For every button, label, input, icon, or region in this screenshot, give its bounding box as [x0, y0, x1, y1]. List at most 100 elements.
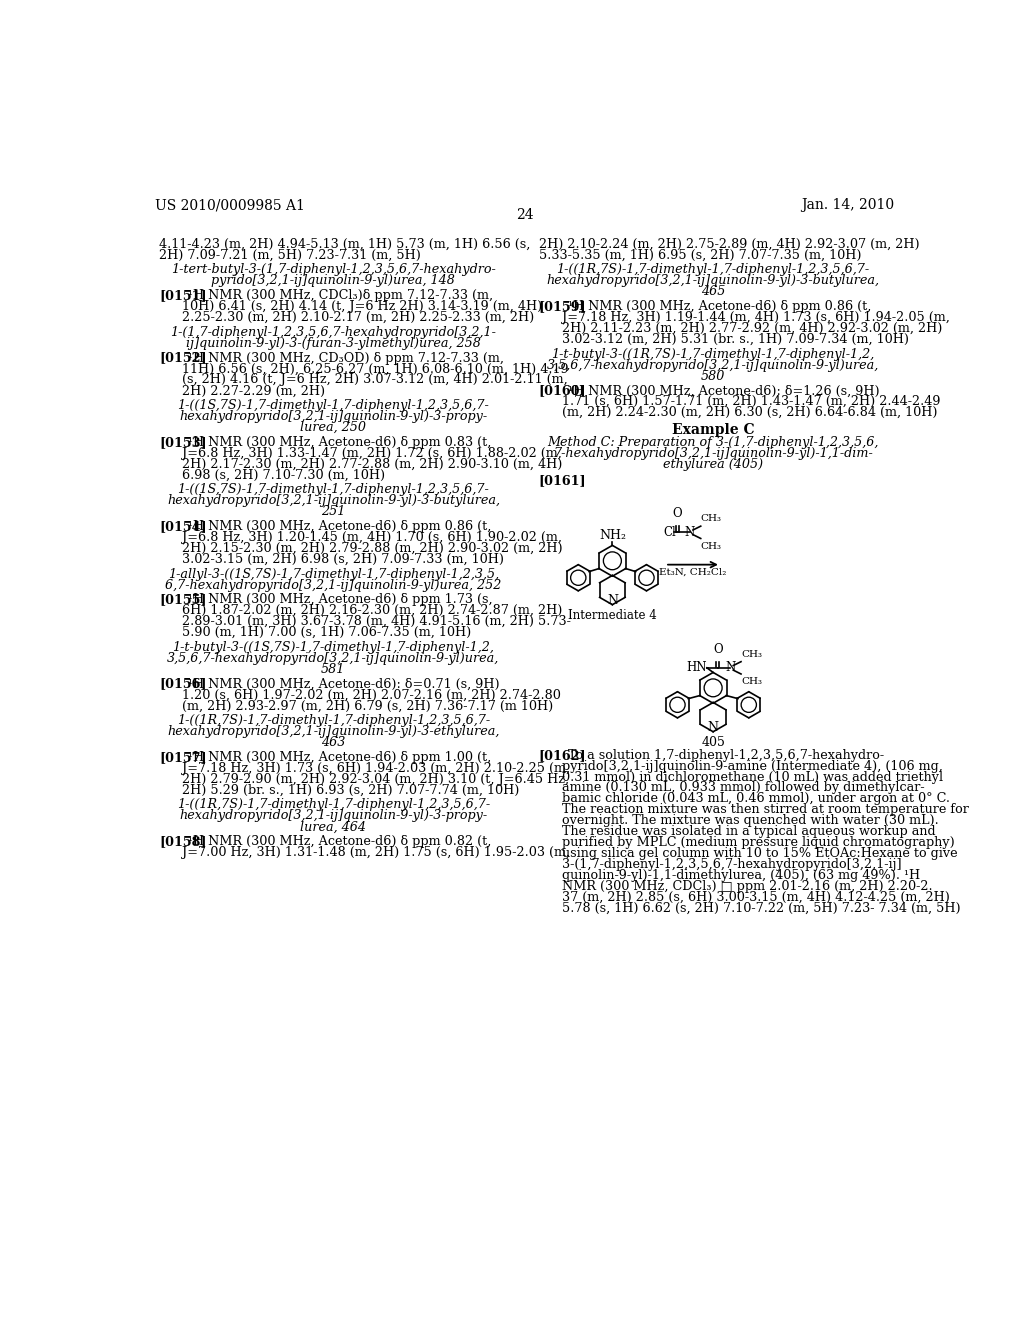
Text: 1-tert-butyl-3-(1,7-diphenyl-1,2,3,5,6,7-hexahydro-: 1-tert-butyl-3-(1,7-diphenyl-1,2,3,5,6,7…	[171, 264, 496, 276]
Text: ¹H NMR (300 MHz, Acetone-d6): δ=0.71 (s, 9H): ¹H NMR (300 MHz, Acetone-d6): δ=0.71 (s,…	[188, 677, 500, 690]
Text: hexahydropyrido[3,2,1-ij]quinolin-9-yl)-3-propy-: hexahydropyrido[3,2,1-ij]quinolin-9-yl)-…	[179, 411, 487, 422]
Text: 1-allyl-3-((1S,7S)-1,7-dimethyl-1,7-diphenyl-1,2,3,5,: 1-allyl-3-((1S,7S)-1,7-dimethyl-1,7-diph…	[168, 568, 499, 581]
Text: quinolin-9-yl)-1,1-dimethylurea, (405), (63 mg 49%). ¹H: quinolin-9-yl)-1,1-dimethylurea, (405), …	[562, 869, 921, 882]
Text: ij]quinolin-9-yl)-3-(furan-3-ylmethyl)urea, 258: ij]quinolin-9-yl)-3-(furan-3-ylmethyl)ur…	[186, 337, 481, 350]
Text: ¹H NMR (300 MHz, Acetone-d6): δ=1.26 (s, 9H): ¹H NMR (300 MHz, Acetone-d6): δ=1.26 (s,…	[568, 384, 880, 397]
Text: 37 (m, 2H) 2.85 (s, 6H) 3.00-3.15 (m, 4H) 4.12-4.25 (m, 2H): 37 (m, 2H) 2.85 (s, 6H) 3.00-3.15 (m, 4H…	[562, 891, 950, 904]
Text: ¹H NMR (300 MHz, CDCl₃)δ ppm 7.12-7.33 (m,: ¹H NMR (300 MHz, CDCl₃)δ ppm 7.12-7.33 (…	[188, 289, 494, 302]
Text: 7-hexahydropyrido[3,2,1-ij]quinolin-9-yl)-1,1-dim-: 7-hexahydropyrido[3,2,1-ij]quinolin-9-yl…	[553, 447, 873, 461]
Text: Et₃N, CH₂Cl₂: Et₃N, CH₂Cl₂	[659, 568, 727, 577]
Text: 580: 580	[701, 370, 725, 383]
Text: ¹H NMR (300 MHz, Acetone-d6) δ ppm 1.73 (s,: ¹H NMR (300 MHz, Acetone-d6) δ ppm 1.73 …	[188, 593, 493, 606]
Text: HN: HN	[686, 661, 707, 675]
Text: 6,7-hexahydropyrido[3,2,1-ij]quinolin-9-yl)urea, 252: 6,7-hexahydropyrido[3,2,1-ij]quinolin-9-…	[165, 578, 502, 591]
Text: ¹H NMR (300 MHz, Acetone-d6) δ ppm 1.00 (t,: ¹H NMR (300 MHz, Acetone-d6) δ ppm 1.00 …	[188, 751, 492, 764]
Text: ¹H NMR (300 MHz, Acetone-d6) δ ppm 0.83 (t,: ¹H NMR (300 MHz, Acetone-d6) δ ppm 0.83 …	[188, 436, 492, 449]
Text: [0151]: [0151]	[159, 289, 207, 302]
Text: 1.20 (s, 6H) 1.97-2.02 (m, 2H) 2.07-2.16 (m, 2H) 2.74-2.80: 1.20 (s, 6H) 1.97-2.02 (m, 2H) 2.07-2.16…	[182, 689, 561, 701]
Text: ethylurea (405): ethylurea (405)	[664, 458, 763, 471]
Text: 2H) 2.15-2.30 (m, 2H) 2.79-2.88 (m, 2H) 2.90-3.02 (m, 2H): 2H) 2.15-2.30 (m, 2H) 2.79-2.88 (m, 2H) …	[182, 543, 563, 554]
Text: 5.78 (s, 1H) 6.62 (s, 2H) 7.10-7.22 (m, 5H) 7.23- 7.34 (m, 5H): 5.78 (s, 1H) 6.62 (s, 2H) 7.10-7.22 (m, …	[562, 902, 961, 915]
Text: Method C: Preparation of 3-(1,7-diphenyl-1,2,3,5,6,: Method C: Preparation of 3-(1,7-diphenyl…	[548, 437, 879, 449]
Text: 11H) 6.56 (s, 2H), 6.25-6.27 (m, 1H) 6.08-6.10 (m, 1H) 4.19: 11H) 6.56 (s, 2H), 6.25-6.27 (m, 1H) 6.0…	[182, 363, 569, 375]
Text: hexahydropyrido[3,2,1-ij]quinolin-9-yl)-3-propy-: hexahydropyrido[3,2,1-ij]quinolin-9-yl)-…	[179, 809, 487, 822]
Text: J=7.18 Hz, 3H) 1.19-1.44 (m, 4H) 1.73 (s, 6H) 1.94-2.05 (m,: J=7.18 Hz, 3H) 1.19-1.44 (m, 4H) 1.73 (s…	[562, 312, 950, 323]
Text: amine (0.130 mL, 0.933 mmol) followed by dimethylcar-: amine (0.130 mL, 0.933 mmol) followed by…	[562, 781, 925, 795]
Text: 1-(1,7-diphenyl-1,2,3,5,6,7-hexahydropyrido[3,2,1-: 1-(1,7-diphenyl-1,2,3,5,6,7-hexahydropyr…	[170, 326, 497, 339]
Text: 2H) 2.27-2.29 (m, 2H): 2H) 2.27-2.29 (m, 2H)	[182, 384, 326, 397]
Text: 6.98 (s, 2H) 7.10-7.30 (m, 10H): 6.98 (s, 2H) 7.10-7.30 (m, 10H)	[182, 469, 385, 482]
Text: The residue was isolated in a typical aqueous workup and: The residue was isolated in a typical aq…	[562, 825, 936, 838]
Text: 4.11-4.23 (m, 2H) 4.94-5.13 (m, 1H) 5.73 (m, 1H) 6.56 (s,: 4.11-4.23 (m, 2H) 4.94-5.13 (m, 1H) 5.73…	[159, 238, 530, 251]
Text: J=7.00 Hz, 3H) 1.31-1.48 (m, 2H) 1.75 (s, 6H) 1.95-2.03 (m,: J=7.00 Hz, 3H) 1.31-1.48 (m, 2H) 1.75 (s…	[182, 846, 570, 859]
Text: 2.25-2.30 (m, 2H) 2.10-2.17 (m, 2H) 2.25-2.33 (m, 2H): 2.25-2.30 (m, 2H) 2.10-2.17 (m, 2H) 2.25…	[182, 312, 535, 323]
Text: 1-t-butyl-3-((1S,7S)-1,7-dimethyl-1,7-diphenyl-1,2,: 1-t-butyl-3-((1S,7S)-1,7-dimethyl-1,7-di…	[172, 642, 495, 653]
Text: [0160]: [0160]	[539, 384, 587, 397]
Text: To a solution 1,7-diphenyl-1,2,3,5,6,7-hexahydro-: To a solution 1,7-diphenyl-1,2,3,5,6,7-h…	[568, 748, 884, 762]
Text: 2.89-3.01 (m, 3H) 3.67-3.78 (m, 4H) 4.91-5.16 (m, 2H) 5.73-: 2.89-3.01 (m, 3H) 3.67-3.78 (m, 4H) 4.91…	[182, 615, 571, 628]
Text: 2H) 5.29 (br. s., 1H) 6.93 (s, 2H) 7.07-7.74 (m, 10H): 2H) 5.29 (br. s., 1H) 6.93 (s, 2H) 7.07-…	[182, 784, 519, 797]
Text: Cl: Cl	[664, 525, 676, 539]
Text: ¹H NMR (300 MHz, Acetone-d6) δ ppm 0.82 (t,: ¹H NMR (300 MHz, Acetone-d6) δ ppm 0.82 …	[188, 836, 492, 847]
Text: N: N	[708, 722, 719, 734]
Text: CH₃: CH₃	[741, 677, 762, 686]
Text: hexahydropyrido[3,2,1-ij]quinolin-9-yl)-3-ethylurea,: hexahydropyrido[3,2,1-ij]quinolin-9-yl)-…	[167, 725, 500, 738]
Text: NMR (300 MHz, CDCl₃) □ ppm 2.01-2.16 (m, 2H) 2.20-2.: NMR (300 MHz, CDCl₃) □ ppm 2.01-2.16 (m,…	[562, 880, 933, 892]
Text: Intermediate 4: Intermediate 4	[568, 609, 656, 622]
Text: CH₃: CH₃	[741, 649, 762, 659]
Text: pyrido[3,2,1-ij]quinolin-9-yl)urea, 148: pyrido[3,2,1-ij]quinolin-9-yl)urea, 148	[211, 275, 456, 288]
Text: [0161]: [0161]	[539, 474, 587, 487]
Text: O: O	[673, 507, 682, 520]
Text: 405: 405	[701, 735, 725, 748]
Text: 6H) 1.87-2.02 (m, 2H) 2.16-2.30 (m, 2H) 2.74-2.87 (m, 2H): 6H) 1.87-2.02 (m, 2H) 2.16-2.30 (m, 2H) …	[182, 605, 562, 618]
Text: O: O	[713, 643, 723, 656]
Text: [0152]: [0152]	[159, 351, 207, 364]
Text: 3,5,6,7-hexahydropyrido[3,2,1-ij]quinolin-9-yl)urea,: 3,5,6,7-hexahydropyrido[3,2,1-ij]quinoli…	[167, 652, 500, 665]
Text: 581: 581	[322, 663, 345, 676]
Text: J=6.8 Hz, 3H) 1.20-1.45 (m, 4H) 1.70 (s, 6H) 1.90-2.02 (m,: J=6.8 Hz, 3H) 1.20-1.45 (m, 4H) 1.70 (s,…	[182, 531, 562, 544]
Text: 1-((1S,7S)-1,7-dimethyl-1,7-diphenyl-1,2,3,5,6,7-: 1-((1S,7S)-1,7-dimethyl-1,7-diphenyl-1,2…	[177, 399, 489, 412]
Text: 1-t-butyl-3-((1R,7S)-1,7-dimethyl-1,7-diphenyl-1,2,: 1-t-butyl-3-((1R,7S)-1,7-dimethyl-1,7-di…	[552, 347, 874, 360]
Text: 5.33-5.35 (m, 1H) 6.95 (s, 2H) 7.07-7.35 (m, 10H): 5.33-5.35 (m, 1H) 6.95 (s, 2H) 7.07-7.35…	[539, 248, 861, 261]
Text: overnight. The mixture was quenched with water (30 mL).: overnight. The mixture was quenched with…	[562, 814, 939, 828]
Text: [0158]: [0158]	[159, 836, 207, 847]
Text: (m, 2H) 2.93-2.97 (m, 2H) 6.79 (s, 2H) 7.36-7.17 (m 10H): (m, 2H) 2.93-2.97 (m, 2H) 6.79 (s, 2H) 7…	[182, 700, 554, 713]
Text: [0157]: [0157]	[159, 751, 207, 764]
Text: 5.90 (m, 1H) 7.00 (s, 1H) 7.06-7.35 (m, 10H): 5.90 (m, 1H) 7.00 (s, 1H) 7.06-7.35 (m, …	[182, 626, 471, 639]
Text: 1.71 (s, 6H) 1.57-1.71 (m, 2H) 1.43-1.47 (m, 2H) 2.44-2.49: 1.71 (s, 6H) 1.57-1.71 (m, 2H) 1.43-1.47…	[562, 395, 940, 408]
Text: N: N	[725, 661, 735, 675]
Text: J=6.8 Hz, 3H) 1.33-1.47 (m, 2H) 1.72 (s, 6H) 1.88-2.02 (m,: J=6.8 Hz, 3H) 1.33-1.47 (m, 2H) 1.72 (s,…	[182, 446, 562, 459]
Text: CH₃: CH₃	[700, 541, 722, 550]
Text: 0.31 mmol) in dichloromethane (10 mL) was added triethyl: 0.31 mmol) in dichloromethane (10 mL) wa…	[562, 771, 943, 784]
Text: [0154]: [0154]	[159, 520, 207, 533]
Text: 3.02-3.15 (m, 2H) 6.98 (s, 2H) 7.09-7.33 (m, 10H): 3.02-3.15 (m, 2H) 6.98 (s, 2H) 7.09-7.33…	[182, 553, 504, 566]
Text: 465: 465	[701, 285, 725, 298]
Text: The reaction mixture was then stirred at room temperature for: The reaction mixture was then stirred at…	[562, 804, 969, 816]
Text: Example C: Example C	[672, 424, 755, 437]
Text: 1-((1S,7S)-1,7-dimethyl-1,7-diphenyl-1,2,3,5,6,7-: 1-((1S,7S)-1,7-dimethyl-1,7-diphenyl-1,2…	[177, 483, 489, 496]
Text: ¹H NMR (300 MHz, Acetone-d6) δ ppm 0.86 (t,: ¹H NMR (300 MHz, Acetone-d6) δ ppm 0.86 …	[188, 520, 492, 533]
Text: 1-((1R,7S)-1,7-dimethyl-1,7-diphenyl-1,2,3,5,6,7-: 1-((1R,7S)-1,7-dimethyl-1,7-diphenyl-1,2…	[557, 264, 869, 276]
Text: NH₂: NH₂	[599, 529, 626, 543]
Text: Jan. 14, 2010: Jan. 14, 2010	[802, 198, 895, 213]
Text: purified by MPLC (medium pressure liquid chromatography): purified by MPLC (medium pressure liquid…	[562, 836, 954, 849]
Text: lurea, 250: lurea, 250	[300, 421, 367, 434]
Text: ¹H NMR (300 MHz, Acetone-d6) δ ppm 0.86 (t,: ¹H NMR (300 MHz, Acetone-d6) δ ppm 0.86 …	[568, 300, 871, 313]
Text: (s, 2H) 4.16 (t, J=6 Hz, 2H) 3.07-3.12 (m, 4H) 2.01-2.11 (m,: (s, 2H) 4.16 (t, J=6 Hz, 2H) 3.07-3.12 (…	[182, 374, 568, 387]
Text: [0162]: [0162]	[539, 748, 587, 762]
Text: lurea, 464: lurea, 464	[300, 820, 367, 833]
Text: 1-((1R,7S)-1,7-dimethyl-1,7-diphenyl-1,2,3,5,6,7-: 1-((1R,7S)-1,7-dimethyl-1,7-diphenyl-1,2…	[177, 799, 489, 812]
Text: using silica gel column with 10 to 15% EtOAc:Hexane to give: using silica gel column with 10 to 15% E…	[562, 847, 957, 861]
Text: bamic chloride (0.043 mL, 0.46 mmol), under argon at 0° C.: bamic chloride (0.043 mL, 0.46 mmol), un…	[562, 792, 950, 805]
Text: 251: 251	[322, 506, 345, 519]
Text: [0155]: [0155]	[159, 593, 207, 606]
Text: 10H) 6.41 (s, 2H) 4.14 (t, J=6 Hz 2H) 3.14-3.19 (m, 4H): 10H) 6.41 (s, 2H) 4.14 (t, J=6 Hz 2H) 3.…	[182, 300, 543, 313]
Text: N: N	[607, 594, 617, 607]
Text: 2H) 7.09-7.21 (m, 5H) 7.23-7.31 (m, 5H): 2H) 7.09-7.21 (m, 5H) 7.23-7.31 (m, 5H)	[159, 248, 421, 261]
Text: pyrido[3,2,1-ij]quinolin-9-amine (Intermediate 4), (106 mg,: pyrido[3,2,1-ij]quinolin-9-amine (Interm…	[562, 759, 943, 772]
Text: 3.02-3.12 (m, 2H) 5.31 (br. s., 1H) 7.09-7.34 (m, 10H): 3.02-3.12 (m, 2H) 5.31 (br. s., 1H) 7.09…	[562, 333, 909, 346]
Text: ¹H NMR (300 MHz, CD₃OD) δ ppm 7.12-7.33 (m,: ¹H NMR (300 MHz, CD₃OD) δ ppm 7.12-7.33 …	[188, 351, 504, 364]
Text: (m, 2H) 2.24-2.30 (m, 2H) 6.30 (s, 2H) 6.64-6.84 (m, 10H): (m, 2H) 2.24-2.30 (m, 2H) 6.30 (s, 2H) 6…	[562, 407, 938, 420]
Text: CH₃: CH₃	[700, 513, 722, 523]
Text: N: N	[685, 525, 695, 539]
